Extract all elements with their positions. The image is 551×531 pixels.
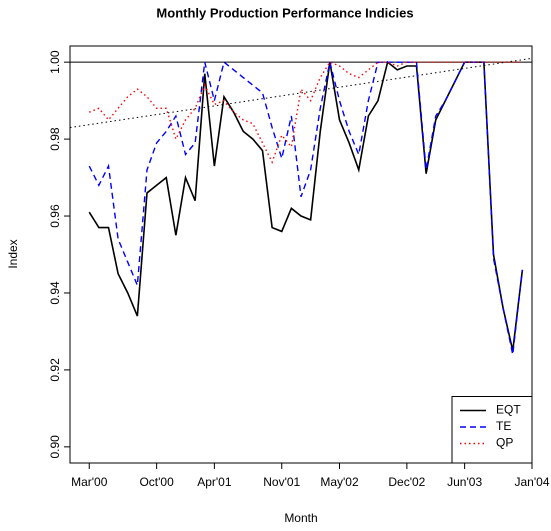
legend-label: EQT	[496, 403, 521, 417]
x-tick-label: May'02	[320, 475, 359, 489]
y-tick-label: 0.96	[48, 204, 62, 228]
x-tick-label: Mar'00	[71, 475, 108, 489]
x-tick-label: Jun'03	[447, 475, 482, 489]
y-tick-label: 0.94	[48, 281, 62, 305]
plot-frame	[69, 45, 533, 464]
y-tick-label: 0.90	[48, 435, 62, 459]
legend-label: QP	[496, 436, 513, 450]
y-tick-label: 0.92	[48, 358, 62, 382]
chart-title: Monthly Production Performance Indicies	[156, 5, 413, 20]
y-tick-label: 1.00	[48, 50, 62, 74]
x-tick-label: Apr'01	[197, 475, 232, 489]
x-tick-label: Jan'04	[515, 475, 550, 489]
series-line	[88, 60, 524, 355]
x-tick-label: Dec'02	[388, 475, 425, 489]
trend-line	[69, 57, 533, 129]
x-tick-label: Nov'01	[263, 475, 300, 489]
x-axis-label: Month	[284, 511, 317, 525]
legend-box	[451, 396, 533, 464]
legend-label: TE	[496, 419, 511, 433]
series-line	[88, 61, 523, 164]
y-axis-label: Index	[6, 239, 20, 268]
x-tick-label: Oct'00	[139, 475, 174, 489]
y-tick-label: 0.98	[48, 127, 62, 151]
